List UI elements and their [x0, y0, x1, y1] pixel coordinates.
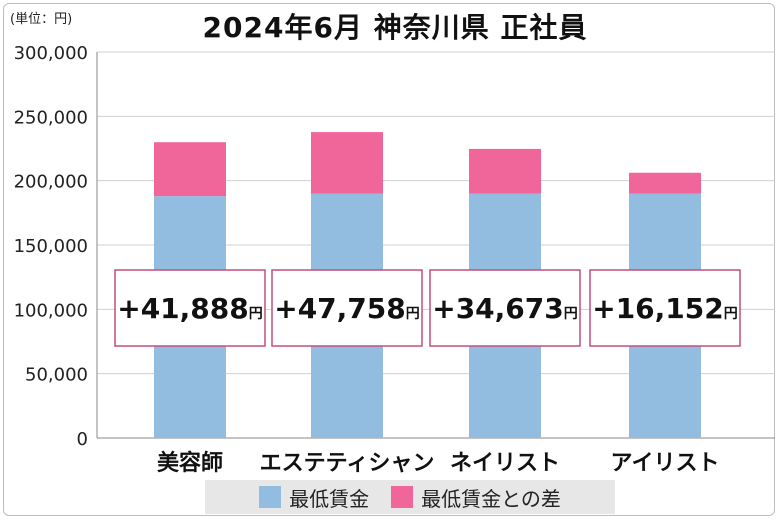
y-tick-label: 300,000 [14, 43, 88, 64]
y-tick-label: 200,000 [14, 172, 88, 193]
x-category-label: エステティシャン [260, 451, 435, 476]
y-tick-label: 250,000 [14, 107, 88, 128]
legend-item-diff: 最低賃金との差 [391, 483, 561, 512]
legend-swatch-diff [391, 486, 414, 508]
legend-swatch-base [259, 486, 282, 508]
annotation-box [271, 269, 423, 347]
annotation-box [114, 269, 266, 347]
y-tick-label: 50,000 [25, 365, 88, 386]
annotation-label: +47,758円 [274, 292, 420, 325]
y-tick-label: 100,000 [14, 300, 88, 321]
annotation-label: +41,888円 [117, 292, 263, 325]
bar-diff [469, 148, 541, 194]
unit-note: (単位：円) [10, 12, 73, 27]
chart-title: 2024年6月 神奈川県 正社員 [202, 11, 588, 44]
bar-diff [311, 132, 383, 194]
y-tick-label: 150,000 [14, 236, 88, 257]
bar-diff [154, 142, 226, 197]
legend-label-diff: 最低賃金との差 [421, 486, 561, 511]
annotation-label: +16,152円 [592, 292, 738, 325]
chart-frame [3, 3, 775, 516]
annotation-box [589, 269, 741, 347]
legend-label-base: 最低賃金 [289, 486, 370, 511]
annotation-label: +34,673円 [432, 292, 578, 325]
y-tick-label: 0 [77, 429, 88, 450]
legend: 最低賃金 最低賃金との差 [205, 480, 615, 514]
x-category-label: ネイリスト [450, 451, 560, 476]
legend-item-base: 最低賃金 [259, 483, 369, 512]
x-category-label: 美容師 [157, 450, 223, 476]
annotation-box [429, 269, 581, 347]
x-category-label: アイリスト [611, 451, 720, 476]
bar-diff [629, 172, 701, 194]
